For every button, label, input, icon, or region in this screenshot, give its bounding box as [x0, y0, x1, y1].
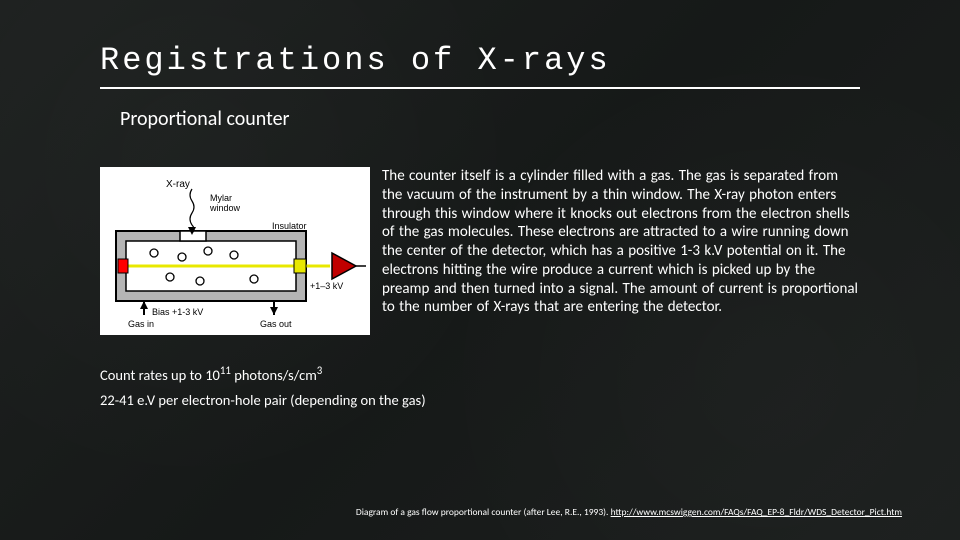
- label-gas-out: Gas out: [260, 319, 292, 329]
- footnote-count-rate: Count rates up to 1011 photons/s/cm3: [100, 363, 860, 388]
- label-xray: X-ray: [166, 179, 190, 190]
- citation: Diagram of a gas flow proportional count…: [356, 506, 902, 518]
- footnote1-exp: 11: [220, 364, 231, 377]
- footnote1-prefix: Count rates up to 10: [100, 366, 220, 384]
- footnote-pair-energy: 22-41 e.V per electron-hole pair (depend…: [100, 388, 860, 413]
- footnote1-mid: photons/s/cm: [231, 366, 317, 384]
- citation-link[interactable]: http://www.mcswiggen.com/FAQs/FAQ_EP-8_F…: [611, 506, 902, 518]
- title-underline: [100, 87, 860, 89]
- description-text: The counter itself is a cylinder filled …: [382, 167, 860, 317]
- slide-title: Registrations of X-rays: [100, 42, 860, 79]
- proportional-counter-diagram: X-ray Mylar window Insulator Bias +1-3 k…: [104, 171, 366, 331]
- label-mylar: Mylar: [210, 193, 232, 203]
- footnotes: Count rates up to 1011 photons/s/cm3 22-…: [100, 363, 860, 412]
- label-gas-in: Gas in: [128, 319, 154, 329]
- label-bias: Bias +1-3 kV: [152, 307, 203, 317]
- citation-prefix: Diagram of a gas flow proportional count…: [356, 506, 611, 518]
- content-row: X-ray Mylar window Insulator Bias +1-3 k…: [100, 167, 860, 335]
- label-potential: +1–3 kV: [310, 281, 343, 291]
- label-insulator: Insulator: [272, 221, 307, 231]
- footnote1-exp2: 3: [317, 364, 323, 377]
- slide-subtitle: Proportional counter: [120, 107, 860, 131]
- label-mylar2: window: [209, 203, 241, 213]
- diagram-container: X-ray Mylar window Insulator Bias +1-3 k…: [100, 167, 370, 335]
